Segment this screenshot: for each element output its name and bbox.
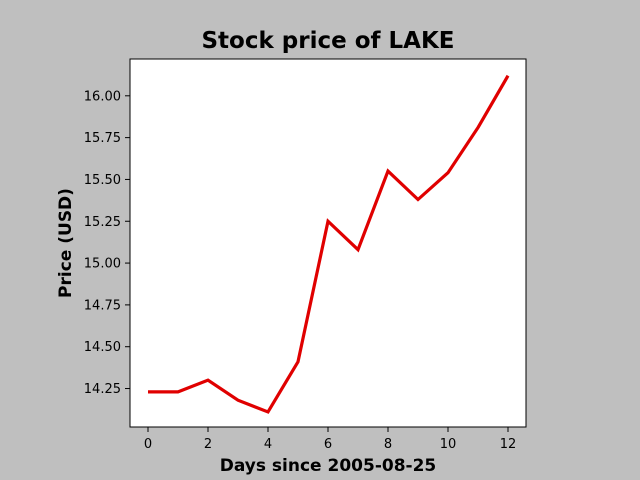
y-tick-label: 14.25 (84, 382, 121, 397)
y-tick-label: 15.75 (84, 131, 121, 146)
x-tick-label: 8 (384, 437, 392, 452)
x-tick-label: 4 (264, 437, 272, 452)
series-line-0 (148, 74, 510, 414)
x-tick-label: 2 (204, 437, 212, 452)
chart-marks (148, 74, 510, 414)
y-axis-label: Price (USD) (56, 188, 76, 298)
x-axis-label: Days since 2005-08-25 (220, 456, 437, 476)
y-tick-label: 14.75 (84, 298, 121, 313)
x-tick-label: 6 (324, 437, 332, 452)
chart-title: Stock price of LAKE (201, 28, 454, 54)
plot-area (130, 59, 526, 427)
y-tick-label: 16.00 (84, 89, 121, 104)
y-tick-label: 15.50 (84, 173, 121, 188)
x-tick-label: 12 (500, 437, 517, 452)
y-tick-label: 15.00 (84, 257, 121, 272)
y-tick-label: 14.50 (84, 340, 121, 355)
x-tick-label: 0 (144, 437, 152, 452)
y-axis-ticks: 14.25 14.50 14.75 15.00 15.25 15.50 15.75 16.00 (84, 89, 130, 397)
y-tick-label: 15.25 (84, 215, 121, 230)
x-axis-ticks: 0 2 4 6 8 10 12 (144, 427, 516, 452)
x-tick-label: 10 (440, 437, 457, 452)
